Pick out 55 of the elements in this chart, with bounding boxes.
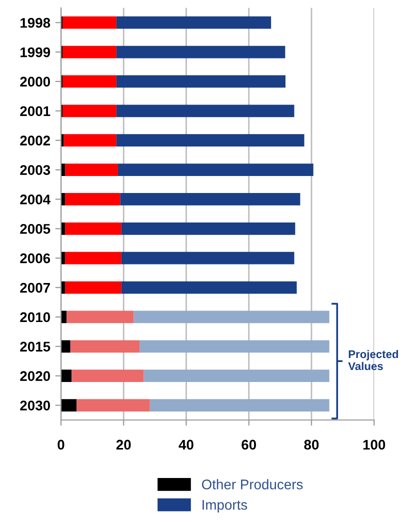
- y-tick-label: 2030: [20, 400, 50, 410]
- bar: [65, 281, 122, 294]
- y-tick-label: 2001: [20, 106, 50, 116]
- bar: [134, 310, 330, 324]
- y-tick-label: 2005: [20, 224, 50, 234]
- bar: [121, 252, 294, 264]
- legend-label: Imports: [202, 500, 248, 512]
- bar: [62, 46, 116, 58]
- bar: [121, 281, 297, 294]
- bar: [60, 370, 72, 382]
- bar: [66, 310, 134, 324]
- y-tick-label: 2015: [20, 342, 50, 352]
- bar: [120, 193, 300, 206]
- bar: [64, 134, 116, 147]
- x-tick-label: 80: [304, 440, 319, 450]
- x-tick-label: 0: [58, 440, 64, 450]
- bar: [116, 104, 294, 118]
- legend-label: Other Producers: [202, 479, 303, 490]
- bar: [62, 75, 116, 88]
- bar: [65, 222, 122, 235]
- x-tick-label: 100: [363, 440, 386, 450]
- y-tick-label: 2000: [20, 76, 50, 87]
- bar: [76, 399, 150, 412]
- y-tick-label: 1999: [20, 47, 50, 58]
- x-tick-label: 40: [178, 440, 194, 450]
- bar: [116, 46, 286, 58]
- bar: [116, 16, 272, 29]
- bar: [140, 340, 330, 353]
- annotation: Projected Values: [348, 350, 398, 370]
- y-tick-label: 2004: [20, 194, 50, 204]
- y-tick-label: 2020: [20, 371, 50, 382]
- bar: [65, 252, 122, 264]
- bar: [62, 104, 116, 118]
- bar: [65, 193, 120, 206]
- bar: [65, 164, 118, 176]
- bar: [118, 164, 314, 176]
- y-tick-label: 2003: [20, 165, 50, 175]
- y-tick-label: 2007: [20, 282, 50, 293]
- bar: [60, 399, 77, 412]
- bar: [60, 134, 64, 147]
- bar: [150, 399, 330, 412]
- bar: [121, 222, 296, 235]
- y-tick-label: 2010: [20, 312, 50, 322]
- x-tick-label: 20: [116, 440, 131, 450]
- y-tick-label: 2006: [20, 253, 50, 264]
- bar: [116, 134, 304, 147]
- bar: [70, 340, 140, 353]
- y-tick-label: 1998: [20, 18, 50, 28]
- bar: [72, 370, 144, 382]
- y-tick-label: 2002: [20, 136, 50, 146]
- bar: [116, 75, 286, 88]
- x-tick-label: 60: [242, 440, 256, 450]
- bar: [62, 16, 116, 29]
- bar: [144, 370, 330, 382]
- bar: [60, 340, 70, 353]
